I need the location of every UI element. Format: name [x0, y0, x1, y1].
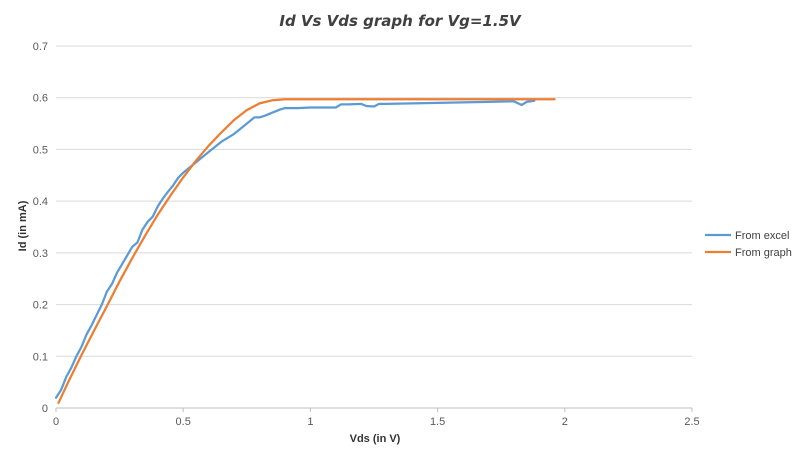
gridlines — [56, 45, 692, 357]
y-tick-label: 0.7 — [33, 41, 48, 53]
x-tick-label: 0 — [53, 416, 59, 428]
x-axis-title: Vds (in V) — [350, 433, 401, 445]
y-tick-label: 0.4 — [33, 196, 48, 208]
x-tick-label: 2.5 — [684, 416, 699, 428]
legend-label-from-graph: From graph — [735, 247, 792, 259]
y-tick-label: 0.3 — [33, 248, 48, 260]
y-axis-title: Id (in mA) — [17, 200, 29, 251]
axes — [55, 407, 693, 412]
y-tick-label: 0.5 — [33, 144, 48, 156]
series-line-from-graph — [57, 98, 556, 404]
y-tick-label: 0.2 — [33, 300, 48, 312]
x-tick-label: 1.5 — [430, 416, 445, 428]
legend: From excel From graph — [705, 230, 792, 259]
x-tick-label: 0.5 — [176, 416, 191, 428]
y-tick-label: 0.6 — [33, 93, 48, 105]
plot-area — [54, 98, 556, 404]
tick-labels: 0 0.1 0.2 0.3 0.4 0.5 0.6 0.7 0 0.5 1 1.5 2 2.5 — [33, 41, 700, 428]
y-tick-label: 0.1 — [33, 351, 48, 363]
series-line-from-excel — [54, 99, 536, 399]
legend-label-from-excel: From excel — [735, 230, 789, 242]
y-tick-label: 0 — [42, 403, 48, 415]
x-tick-label: 1 — [307, 416, 313, 428]
chart-title: Id Vs Vds graph for Vg=1.5V — [279, 12, 522, 30]
x-tick-label: 2 — [562, 416, 568, 428]
